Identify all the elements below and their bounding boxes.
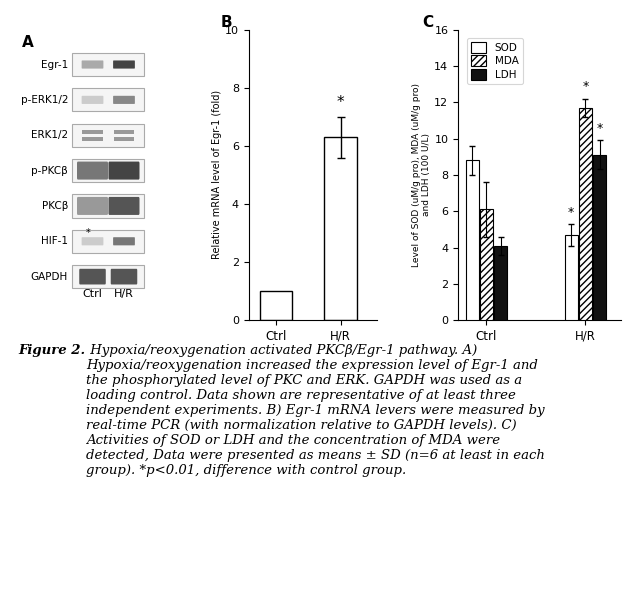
Bar [73,229,144,253]
FancyBboxPatch shape [77,161,108,180]
Bar [73,123,144,147]
Bar [593,155,606,320]
FancyBboxPatch shape [82,237,103,246]
Bar [73,265,144,288]
Text: Figure 2.: Figure 2. [19,344,86,357]
Bar [73,159,144,182]
FancyBboxPatch shape [113,60,135,69]
FancyBboxPatch shape [111,269,137,285]
Bar [73,88,144,111]
Bar [260,291,292,320]
Bar [466,160,478,320]
Text: p-PKCβ: p-PKCβ [31,165,68,176]
Text: *: * [337,94,344,110]
Text: B: B [220,15,232,30]
Bar [325,137,357,320]
Bar [494,246,507,320]
Text: Hypoxia/reoxygenation activated PKCβ/Egr-1 pathway. A)
Hypoxia/reoxygenation inc: Hypoxia/reoxygenation activated PKCβ/Egr… [86,344,545,477]
Bar [82,130,103,135]
Bar [73,53,144,76]
Bar [565,235,577,320]
Text: HIF-1: HIF-1 [41,236,68,246]
Text: *: * [568,206,574,218]
Text: GAPDH: GAPDH [31,272,68,282]
Text: ERK1/2: ERK1/2 [31,130,68,140]
Y-axis label: Relative mRNA level of Egr-1 (fold): Relative mRNA level of Egr-1 (fold) [212,90,222,260]
Y-axis label: Level of SOD (uM/g pro), MDA (uM/g pro)
and LDH (100 U/L): Level of SOD (uM/g pro), MDA (uM/g pro) … [412,83,431,267]
Text: *: * [582,80,589,93]
Bar [73,195,144,218]
Text: PKCβ: PKCβ [41,201,68,211]
FancyBboxPatch shape [82,96,103,104]
Text: C: C [423,15,433,30]
Text: A: A [22,36,33,50]
FancyBboxPatch shape [82,60,103,69]
FancyBboxPatch shape [108,197,139,215]
FancyBboxPatch shape [108,161,139,180]
Text: H/R: H/R [114,289,134,299]
Bar [480,209,493,320]
Text: Egr-1: Egr-1 [41,59,68,69]
Text: *: * [86,228,90,238]
FancyBboxPatch shape [113,237,135,246]
Text: p-ERK1/2: p-ERK1/2 [21,95,68,105]
Bar [82,137,103,141]
Bar [113,130,134,135]
FancyBboxPatch shape [79,269,106,285]
FancyBboxPatch shape [113,96,135,104]
Text: *: * [596,122,603,135]
FancyBboxPatch shape [77,197,108,215]
Legend: SOD, MDA, LDH: SOD, MDA, LDH [466,38,523,84]
Bar [579,108,592,320]
Bar [113,137,134,141]
Text: Ctrl: Ctrl [83,289,102,299]
